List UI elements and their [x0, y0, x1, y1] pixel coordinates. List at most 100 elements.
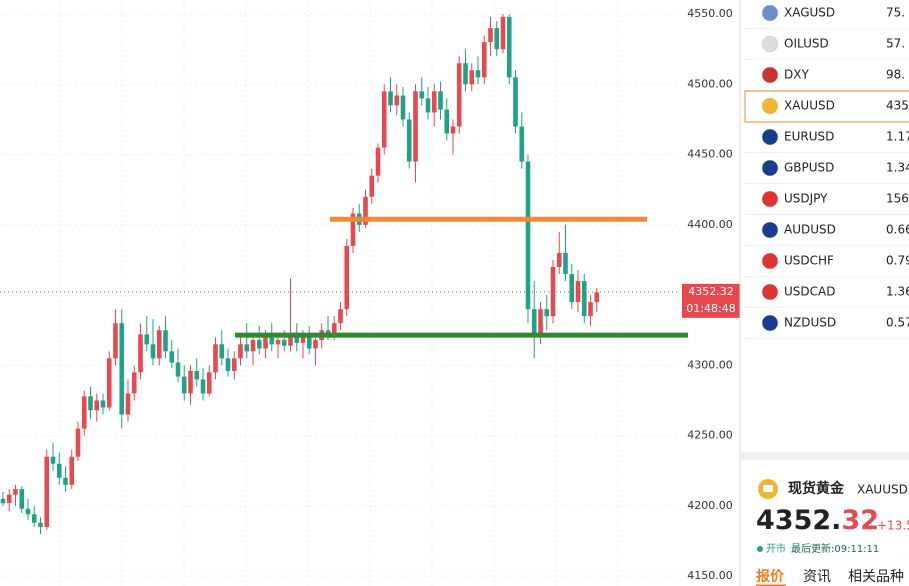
candle-body: [456, 63, 462, 127]
candle-body: [6, 494, 12, 504]
candle-body: [0, 498, 6, 504]
candle-body: [350, 213, 356, 246]
candle-body: [594, 292, 600, 303]
y-tick-label: 4150.00: [687, 569, 733, 582]
candle-body: [331, 323, 337, 335]
watch-row[interactable]: OILUSD 57.: [745, 35, 909, 60]
status-dot: [757, 546, 763, 552]
candle-body: [569, 274, 575, 303]
candle-body: [481, 42, 487, 78]
symbol: GBPUSD: [784, 161, 834, 175]
y-tick-label: 4450.00: [687, 148, 733, 161]
watch-row[interactable]: GBPUSD 1.34: [745, 159, 909, 184]
status: 开市: [766, 542, 786, 555]
watch-row[interactable]: DXY 98.: [745, 66, 909, 91]
candle-body: [463, 63, 468, 85]
candle-body: [419, 91, 425, 99]
candle-body: [494, 28, 500, 50]
watch-row[interactable]: AUDUSD 0.66: [745, 221, 909, 246]
candle-body: [200, 379, 206, 394]
candle-body: [81, 396, 87, 429]
candle-body: [119, 323, 125, 415]
candle-body: [369, 175, 375, 197]
candle-body: [469, 70, 475, 85]
candle-body: [106, 358, 112, 408]
candle-body: [50, 456, 56, 464]
candle-body: [144, 334, 150, 345]
candle-body: [156, 330, 162, 359]
candle-body: [438, 91, 443, 110]
tab[interactable]: 资讯: [803, 569, 831, 585]
tab[interactable]: 报价: [756, 569, 785, 585]
candle-body: [275, 340, 281, 345]
candle-body: [150, 344, 156, 359]
y-tick-label: 4400.00: [687, 218, 733, 231]
candle-body: [538, 309, 543, 338]
candle-body: [169, 351, 175, 363]
quote-name: 现货黄金: [788, 480, 845, 497]
symbol: OILUSD: [784, 37, 829, 51]
price: 1.36: [886, 285, 909, 299]
candle-body: [525, 161, 531, 310]
watch-row[interactable]: XAUUSD 4352: [744, 90, 909, 123]
candle-body: [444, 109, 450, 134]
flag-icon: [761, 190, 779, 208]
watchlist: XAGUSD 75. OILUSD 57. DXY 98. XAUUSD 4352 EURUSD…: [744, 4, 909, 339]
candle-body: [138, 334, 143, 373]
symbol: USDCAD: [784, 285, 835, 299]
candle-body: [269, 337, 275, 345]
updated: 最后更新:09:11:11: [791, 542, 879, 555]
candle-body: [363, 196, 368, 225]
candle-body: [194, 370, 200, 380]
flag-icon: [761, 4, 779, 22]
candle-body: [531, 309, 537, 338]
tab[interactable]: 相关品种: [848, 569, 904, 585]
candle-body: [506, 16, 512, 78]
watch-row[interactable]: XAGUSD 75.: [745, 4, 909, 29]
candle-body: [131, 372, 137, 394]
candle-body: [306, 337, 312, 349]
candle-body: [475, 70, 481, 78]
countdown: 01:48:48: [686, 302, 735, 315]
candle-body: [175, 362, 181, 377]
candle-body: [256, 340, 262, 349]
candle-body: [238, 344, 243, 359]
symbol: AUDUSD: [784, 223, 836, 237]
watch-row[interactable]: USDCHF 0.79: [745, 252, 909, 277]
price-badge: [682, 283, 740, 318]
y-tick-label: 4200.00: [687, 499, 733, 512]
candle-body: [250, 340, 256, 352]
candle-body: [56, 463, 62, 478]
y-tick-label: 4500.00: [687, 77, 733, 90]
price: 4352: [886, 99, 909, 113]
candle-body: [113, 323, 118, 359]
flag-icon: [761, 97, 779, 115]
y-tick-label: 4300.00: [687, 358, 733, 371]
candle-body: [63, 477, 68, 485]
quote-symbol: XAUUSD: [857, 483, 908, 497]
symbol: EURUSD: [784, 130, 834, 144]
candle-body: [400, 95, 406, 120]
watch-row[interactable]: NZDUSD 0.57: [745, 314, 909, 339]
quote-change: +13.5: [877, 519, 909, 533]
candle-body: [406, 119, 412, 162]
symbol: USDCHF: [784, 254, 834, 268]
price-decimals: 32: [841, 505, 879, 536]
candle-body: [556, 252, 562, 268]
watch-row[interactable]: EURUSD 1.17: [745, 128, 909, 153]
candle-body: [488, 28, 493, 43]
candle-body: [19, 489, 25, 509]
candle-body: [281, 340, 287, 346]
candle-body: [231, 358, 237, 371]
candle-body: [25, 508, 31, 515]
watch-row[interactable]: USDCAD 1.36: [745, 283, 909, 308]
price: 57.: [886, 37, 905, 51]
candle-body: [425, 98, 431, 113]
candle-body: [563, 252, 568, 275]
candle-body: [94, 400, 100, 411]
watch-row[interactable]: USDJPY 156.: [745, 190, 909, 215]
last-price: 4352.32: [688, 285, 734, 298]
flag-icon: [761, 221, 779, 239]
flag-icon: [761, 283, 779, 301]
candle-body: [288, 337, 293, 346]
